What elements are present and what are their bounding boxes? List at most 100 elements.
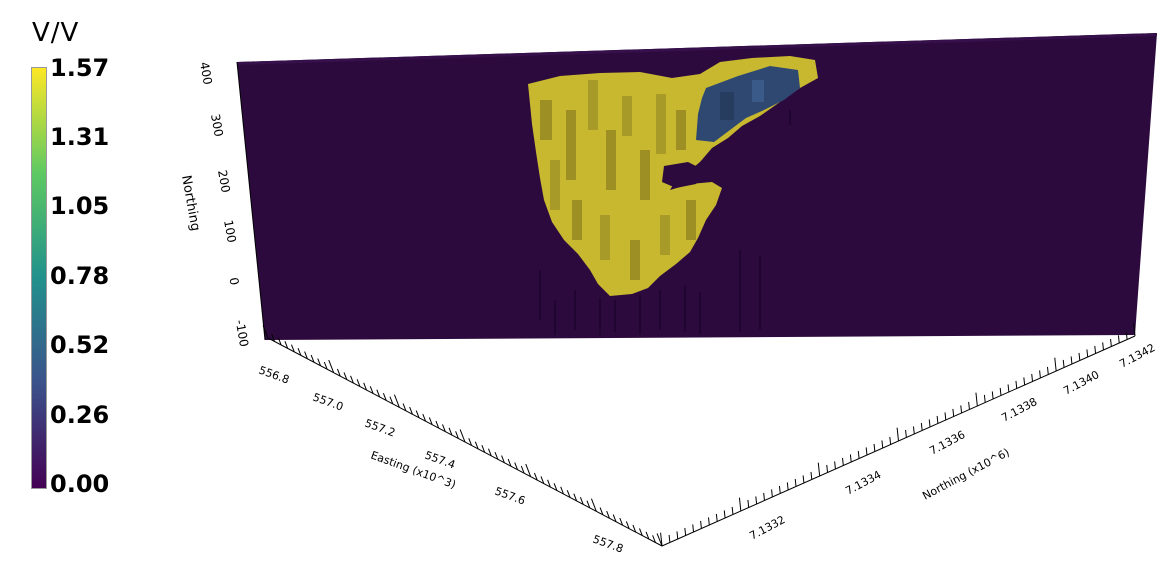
northing-tick: [881, 440, 884, 449]
easting-tick: [393, 394, 400, 408]
northing-tick: [817, 462, 821, 477]
easting-tick: [376, 389, 381, 398]
northing-tick: [1070, 356, 1073, 365]
northing-tick: [794, 478, 797, 487]
easting-tick: [448, 427, 453, 436]
easting-tick: [488, 448, 492, 457]
northing-tick: [723, 510, 726, 519]
body-shade: [540, 100, 552, 140]
colorbar-tick-label: 0.78: [50, 262, 110, 290]
northing-tick: [1094, 345, 1097, 354]
colorbar-tick-label: 0.52: [50, 331, 110, 359]
easting-tick: [310, 354, 315, 363]
vertical-tick-label: -100: [233, 319, 252, 348]
northing-tick: [991, 391, 994, 400]
easting-tick: [297, 347, 302, 356]
easting-tick: [409, 406, 413, 415]
easting-tick: [547, 479, 551, 488]
northing-tick: [912, 426, 915, 435]
northing-tick: [905, 429, 907, 438]
easting-tick: [525, 463, 532, 477]
northing-tick: [1015, 380, 1018, 389]
northing-tick: [747, 499, 750, 508]
easting-tick: [639, 528, 643, 536]
body-shade: [622, 96, 632, 136]
easting-tick: [402, 403, 407, 411]
northing-tick: [999, 387, 1002, 396]
vertical-tick-label: 400: [197, 61, 215, 86]
mid-body-shade: [720, 92, 734, 120]
easting-tick: [501, 455, 505, 463]
easting-tick: [415, 410, 420, 418]
vertical-tick-label: 0: [226, 276, 241, 286]
northing-tick: [715, 513, 718, 522]
northing-tick-label: 7.1336: [927, 428, 967, 458]
northing-tick: [1086, 349, 1089, 358]
easting-tick: [560, 486, 564, 495]
northing-tick: [1062, 359, 1065, 368]
easting-tick: [304, 351, 308, 359]
mid-body-main: [696, 66, 800, 142]
northing-tick: [731, 506, 734, 515]
northing-tick: [1133, 322, 1136, 337]
easting-tick: [481, 445, 486, 453]
northing-tick: [786, 482, 789, 491]
easting-tick: [389, 396, 394, 405]
easting-tick-label: 557.6: [493, 485, 527, 508]
northing-tick: [928, 419, 931, 428]
colorbar-gradient: [31, 67, 47, 489]
easting-tick: [632, 524, 637, 533]
colorbar-title: V/V: [32, 18, 80, 48]
easting-tick: [422, 413, 427, 422]
easting-tick: [619, 517, 624, 526]
northing-tick: [944, 412, 947, 421]
volume-top-edge: [237, 33, 1157, 65]
body-shade: [606, 130, 616, 190]
northing-tick: [708, 517, 710, 526]
easting-tick: [343, 372, 348, 380]
easting-tick: [442, 424, 446, 432]
northing-tick: [842, 457, 844, 466]
easting-tick: [553, 483, 558, 491]
body-shade: [686, 200, 696, 240]
easting-tick-label: 557.2: [363, 417, 397, 440]
easting-tick: [356, 379, 361, 387]
easting-tick: [520, 465, 525, 474]
northing-tick: [684, 527, 687, 536]
easting-tick-label: 557.0: [311, 391, 345, 414]
body-shade: [656, 94, 666, 154]
easting-tick: [573, 493, 578, 502]
easting-tick: [652, 535, 656, 543]
vertical-axis-label: Northing: [178, 174, 203, 232]
easting-tick: [284, 341, 289, 349]
easting-tick: [369, 386, 374, 394]
easting-tick: [468, 438, 473, 446]
northing-tick: [1039, 370, 1041, 379]
northing-tick: [960, 405, 963, 414]
northing-tick: [983, 394, 986, 403]
northing-tick-label: 7.1338: [999, 395, 1039, 425]
easting-tick: [606, 510, 610, 519]
easting-tick: [590, 498, 597, 512]
northing-tick: [1125, 331, 1128, 340]
northing-tick: [660, 532, 663, 547]
easting-tick: [494, 451, 499, 460]
northing-tick: [857, 450, 860, 459]
easting-tick: [514, 462, 518, 470]
easting-tick: [612, 514, 617, 522]
northing-tick: [1102, 342, 1104, 351]
northing-tick: [771, 489, 773, 498]
northing-tick: [865, 447, 868, 456]
easting-tick: [350, 375, 354, 384]
northing-tick: [700, 520, 702, 529]
northing-tick: [676, 531, 679, 540]
northing-tick: [1023, 377, 1026, 386]
body-shade: [588, 80, 598, 130]
northing-tick: [889, 436, 892, 445]
easting-tick: [382, 393, 387, 401]
colorbar: V/V 1.57 1.31 1.05 0.78 0.52 0.26 0.00: [0, 0, 160, 577]
body-shade: [600, 215, 610, 260]
northing-tick: [1054, 357, 1057, 372]
